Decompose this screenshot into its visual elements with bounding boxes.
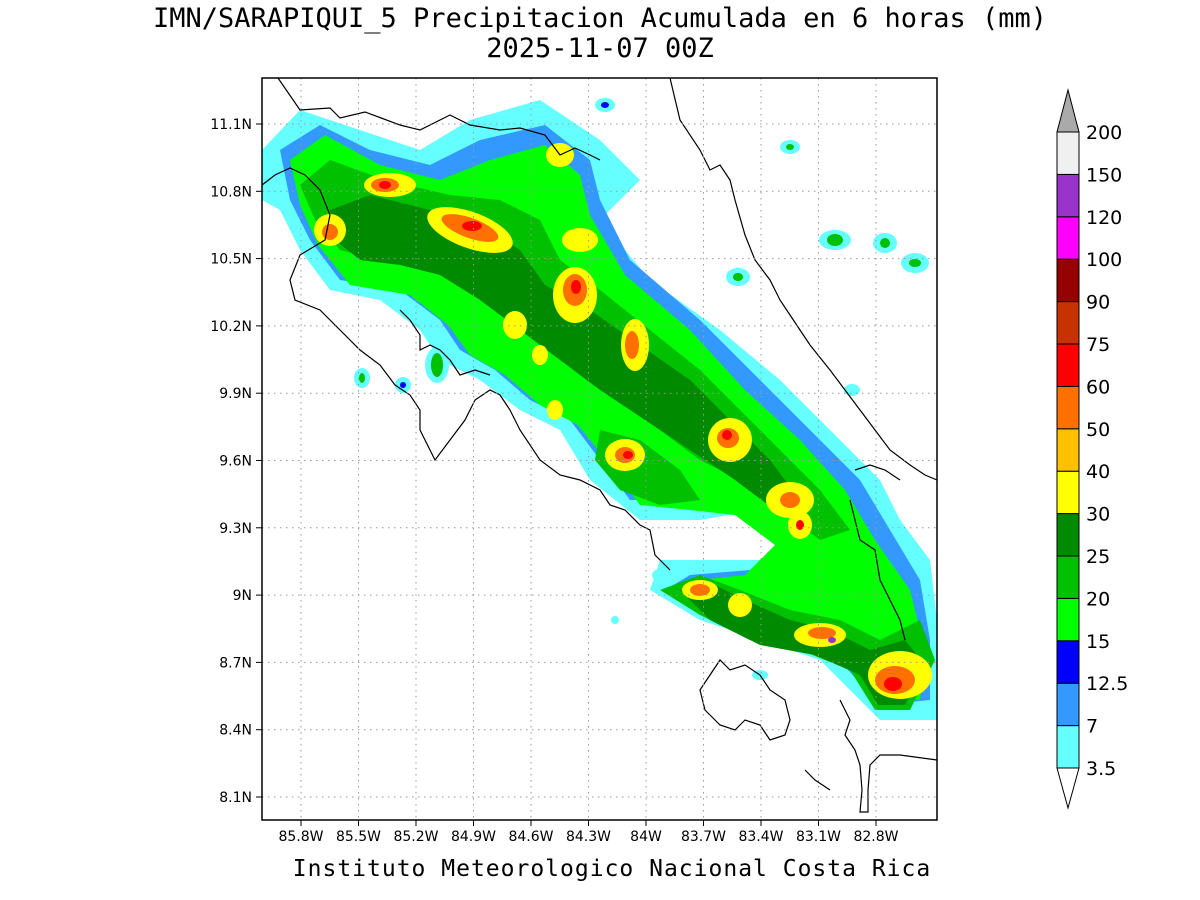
lat-tick-label: 8.7N <box>219 655 252 671</box>
colorbar-label: 12.5 <box>1086 673 1128 695</box>
colorbar-label: 20 <box>1086 588 1110 610</box>
colorbar-swatch <box>1056 725 1080 769</box>
colorbar-swatch <box>1056 216 1080 260</box>
lon-tick-label: 85.2W <box>393 829 438 845</box>
colorbar-swatch <box>1056 258 1080 303</box>
colorbar-swatch <box>1056 513 1080 557</box>
colorbar-swatch <box>1056 173 1080 218</box>
colorbar-label: 75 <box>1086 334 1110 356</box>
colorbar-label: 30 <box>1086 504 1110 526</box>
colorbar-label: 50 <box>1086 419 1110 441</box>
colorbar-label: 15 <box>1086 631 1110 653</box>
colorbar-label: 100 <box>1086 249 1122 271</box>
colorbar-label: 90 <box>1086 292 1110 314</box>
colorbar-label: 40 <box>1086 461 1110 483</box>
lon-tick-label: 82.8W <box>853 829 898 845</box>
lat-tick-label: 8.1N <box>219 790 252 806</box>
map-grid <box>262 78 937 820</box>
lon-tick-label: 83.4W <box>738 829 783 845</box>
lat-tick-label: 10.2N <box>210 319 252 335</box>
colorbar-label: 7 <box>1086 716 1098 738</box>
colorbar-swatch <box>1056 385 1080 430</box>
map-timestamp: 2025-11-07 00Z <box>486 33 714 64</box>
lon-tick-label: 84W <box>630 829 662 845</box>
colorbar-swatch <box>1056 555 1080 599</box>
colorbar-label: 150 <box>1086 164 1122 186</box>
lat-tick-label: 11.1N <box>210 117 252 133</box>
lat-tick-label: 10.5N <box>210 252 252 268</box>
colorbar-swatch <box>1056 682 1080 727</box>
lon-tick-label: 85.8W <box>278 829 323 845</box>
lon-tick-label: 83.7W <box>681 829 726 845</box>
lat-tick-label: 9.9N <box>219 386 252 402</box>
lat-tick-label: 9.6N <box>219 454 252 470</box>
coastlines <box>262 78 937 813</box>
colorbar-swatch <box>1056 343 1080 387</box>
colorbar-swatch <box>1056 640 1080 684</box>
colorbar-swatch <box>1056 301 1080 345</box>
colorbar-label: 60 <box>1086 376 1110 398</box>
lat-tick-label: 9N <box>233 588 252 604</box>
colorbar-swatch <box>1056 597 1080 642</box>
colorbar-swatch <box>1056 131 1080 175</box>
colorbar-label: 25 <box>1086 546 1110 568</box>
colorbar-label: 120 <box>1086 207 1122 229</box>
map-title: IMN/SARAPIQUI_5 Precipitacion Acumulada … <box>152 3 1048 34</box>
colorbar-min-triangle <box>1056 767 1080 810</box>
colorbar-legend: 3.5 7 12.5 15 20 25 30 40 50 60 75 90 100 120 150 200 <box>1056 88 1128 810</box>
lat-tick-label: 8.4N <box>219 723 252 739</box>
map-frame <box>261 77 938 821</box>
precipitation-field <box>262 98 937 720</box>
lon-tick-label: 84.3W <box>566 829 611 845</box>
footer-credit: Instituto Meteorologico Nacional Costa R… <box>292 856 932 882</box>
longitude-axis: 85.8W 85.5W 85.2W 84.9W 84.6W 84.3W 84W 83.7W 83… <box>278 820 899 845</box>
lat-tick-label: 10.8N <box>210 184 252 200</box>
lon-tick-label: 85.5W <box>336 829 381 845</box>
lon-tick-label: 84.6W <box>508 829 553 845</box>
colorbar-swatch <box>1056 470 1080 515</box>
colorbar-max-triangle <box>1056 88 1080 133</box>
colorbar-label: 3.5 <box>1086 758 1116 780</box>
lon-tick-label: 84.9W <box>451 829 496 845</box>
lat-tick-label: 9.3N <box>219 521 252 537</box>
latitude-axis: 11.1N 10.8N 10.5N 10.2N 9.9N 9.6N 9.3N 9N 8.7N 8.… <box>210 117 262 806</box>
lon-tick-label: 83.1W <box>796 829 841 845</box>
colorbar-swatch <box>1056 428 1080 472</box>
colorbar-label: 200 <box>1086 122 1122 144</box>
